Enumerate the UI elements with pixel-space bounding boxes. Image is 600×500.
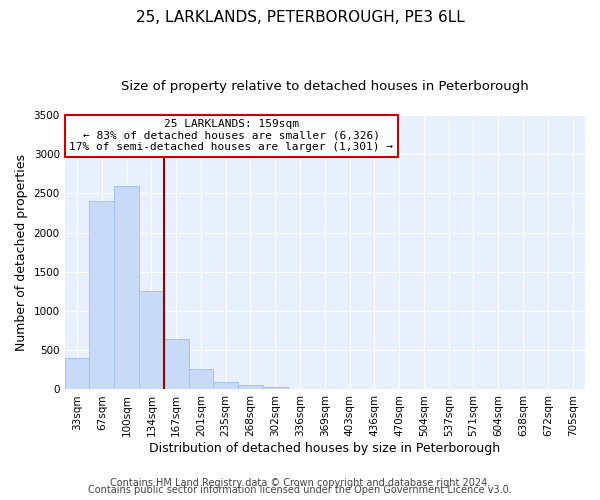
Text: 25 LARKLANDS: 159sqm
← 83% of detached houses are smaller (6,326)
17% of semi-de: 25 LARKLANDS: 159sqm ← 83% of detached h…: [69, 119, 393, 152]
Bar: [65, 358, 89, 390]
Y-axis label: Number of detached properties: Number of detached properties: [15, 154, 28, 350]
Bar: [214, 382, 238, 390]
Bar: [238, 385, 263, 390]
Bar: [139, 292, 164, 390]
Bar: [263, 388, 287, 390]
Bar: [188, 369, 214, 390]
Text: 25, LARKLANDS, PETERBOROUGH, PE3 6LL: 25, LARKLANDS, PETERBOROUGH, PE3 6LL: [136, 10, 464, 25]
Text: Contains public sector information licensed under the Open Government Licence v3: Contains public sector information licen…: [88, 485, 512, 495]
Text: Contains HM Land Registry data © Crown copyright and database right 2024.: Contains HM Land Registry data © Crown c…: [110, 478, 490, 488]
Bar: [164, 340, 188, 390]
X-axis label: Distribution of detached houses by size in Peterborough: Distribution of detached houses by size …: [149, 442, 500, 455]
Title: Size of property relative to detached houses in Peterborough: Size of property relative to detached ho…: [121, 80, 529, 93]
Bar: [114, 186, 139, 390]
Bar: [89, 202, 114, 390]
